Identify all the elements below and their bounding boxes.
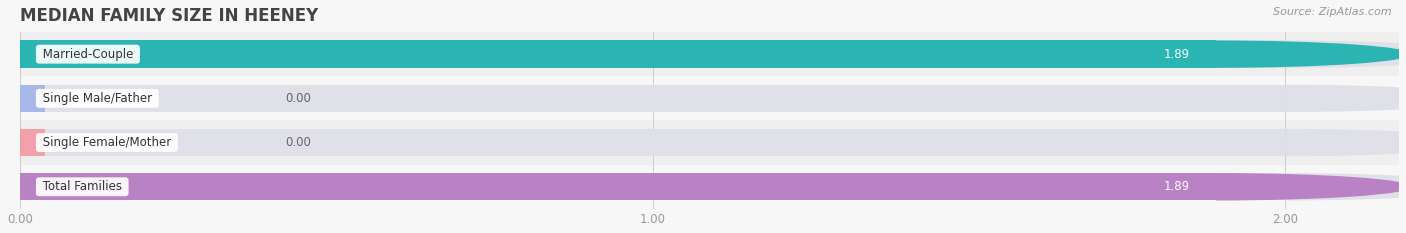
Wedge shape (0, 173, 20, 200)
Bar (20, 85, 1285, 112)
Bar (20, 85, 45, 112)
Bar (20, 120, 1399, 165)
Wedge shape (0, 85, 20, 112)
Bar (20, 165, 1399, 209)
Wedge shape (1216, 173, 1406, 200)
Text: Married-Couple: Married-Couple (39, 48, 136, 61)
Text: 0.00: 0.00 (285, 92, 312, 105)
Wedge shape (1216, 41, 1406, 68)
Wedge shape (0, 129, 20, 156)
Wedge shape (1285, 41, 1406, 68)
Text: 1.89: 1.89 (1164, 48, 1191, 61)
Text: 0.00: 0.00 (285, 136, 312, 149)
Wedge shape (0, 41, 20, 68)
Text: 1.89: 1.89 (1164, 180, 1191, 193)
Wedge shape (0, 85, 20, 112)
Wedge shape (1285, 129, 1406, 156)
Text: Source: ZipAtlas.com: Source: ZipAtlas.com (1274, 7, 1392, 17)
Text: Total Families: Total Families (39, 180, 125, 193)
Bar (20, 41, 1216, 68)
Bar (20, 129, 45, 156)
Bar (20, 41, 1285, 68)
Text: Single Male/Father: Single Male/Father (39, 92, 156, 105)
Wedge shape (1285, 173, 1406, 200)
Bar (20, 32, 1399, 76)
Bar (20, 173, 1285, 200)
Wedge shape (0, 129, 20, 156)
Wedge shape (0, 173, 20, 200)
Bar (20, 76, 1399, 120)
Text: MEDIAN FAMILY SIZE IN HEENEY: MEDIAN FAMILY SIZE IN HEENEY (20, 7, 318, 25)
Wedge shape (0, 41, 20, 68)
Bar (20, 173, 1216, 200)
Wedge shape (1285, 85, 1406, 112)
Text: Single Female/Mother: Single Female/Mother (39, 136, 174, 149)
Bar (20, 129, 1285, 156)
